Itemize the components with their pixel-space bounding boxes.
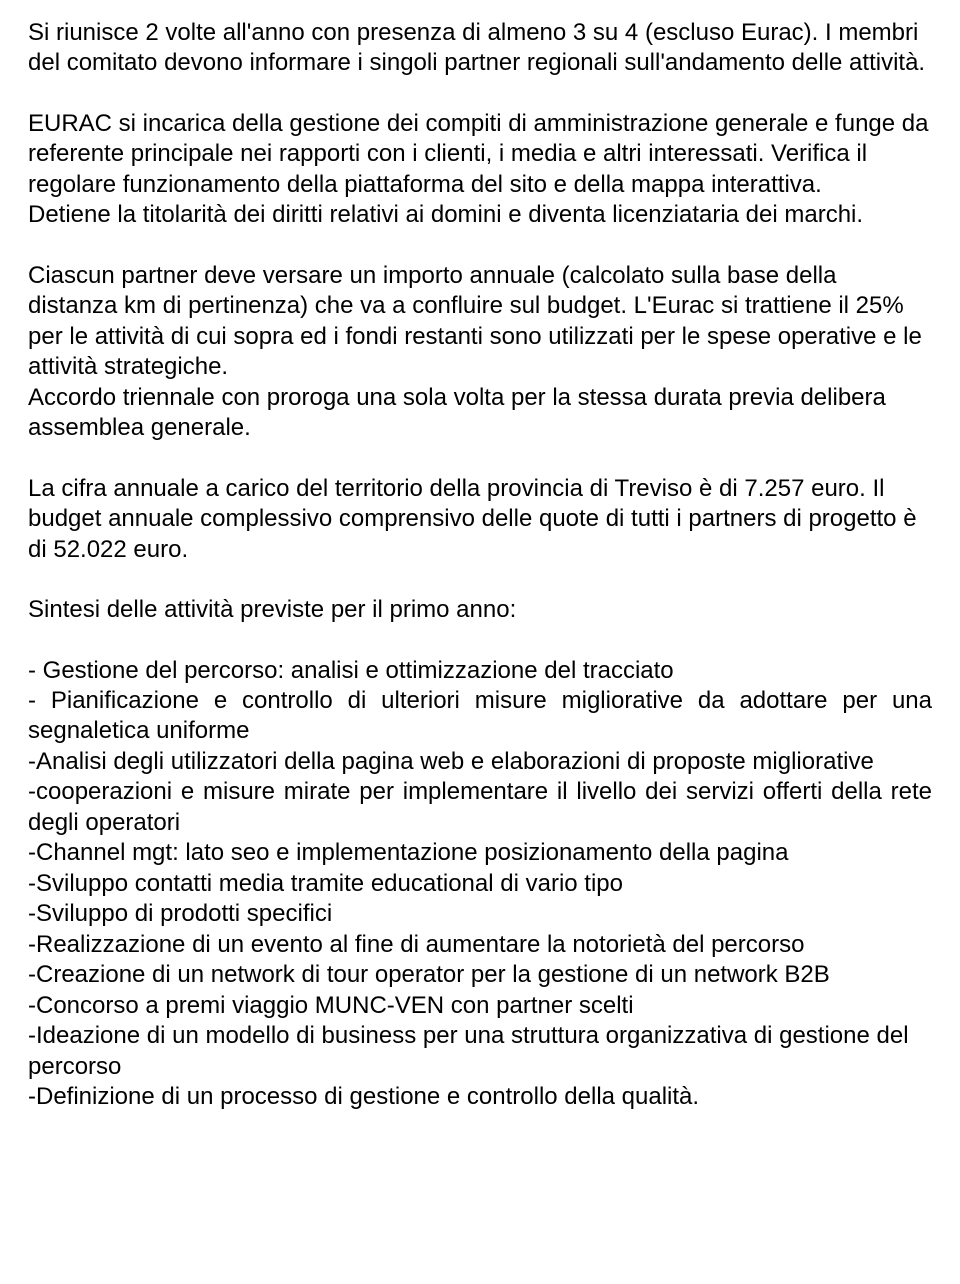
paragraph-meeting: Si riunisce 2 volte all'anno con presenz… xyxy=(28,18,932,79)
list-item: -Sviluppo contatti media tramite educati… xyxy=(28,869,932,899)
list-item: -Definizione di un processo di gestione … xyxy=(28,1082,932,1112)
paragraph-budget: Ciascun partner deve versare un importo … xyxy=(28,261,932,444)
list-item: -Realizzazione di un evento al fine di a… xyxy=(28,930,932,960)
list-item: -Concorso a premi viaggio MUNC-VEN con p… xyxy=(28,991,932,1021)
list-item: - Pianificazione e controllo di ulterior… xyxy=(28,686,932,747)
paragraph-eurac-a: EURAC si incarica della gestione dei com… xyxy=(28,110,928,198)
list-item: - Gestione del percorso: analisi e ottim… xyxy=(28,656,932,686)
paragraph-budget-a: Ciascun partner deve versare un importo … xyxy=(28,262,922,380)
list-item: -cooperazioni e misure mirate per implem… xyxy=(28,777,932,838)
list-item: -Ideazione di un modello di business per… xyxy=(28,1021,932,1082)
list-item: -Sviluppo di prodotti specifici xyxy=(28,899,932,929)
activity-list: - Gestione del percorso: analisi e ottim… xyxy=(28,656,932,1113)
paragraph-eurac: EURAC si incarica della gestione dei com… xyxy=(28,109,932,231)
list-item: -Analisi degli utilizzatori della pagina… xyxy=(28,747,932,777)
paragraph-eurac-b: Detiene la titolarità dei diritti relati… xyxy=(28,200,932,230)
list-item: -Creazione di un network di tour operato… xyxy=(28,960,932,990)
list-item: -Channel mgt: lato seo e implementazione… xyxy=(28,838,932,868)
paragraph-budget-b: Accordo triennale con proroga una sola v… xyxy=(28,383,932,444)
paragraph-summary-heading: Sintesi delle attività previste per il p… xyxy=(28,595,932,625)
paragraph-amounts: La cifra annuale a carico del territorio… xyxy=(28,474,932,565)
